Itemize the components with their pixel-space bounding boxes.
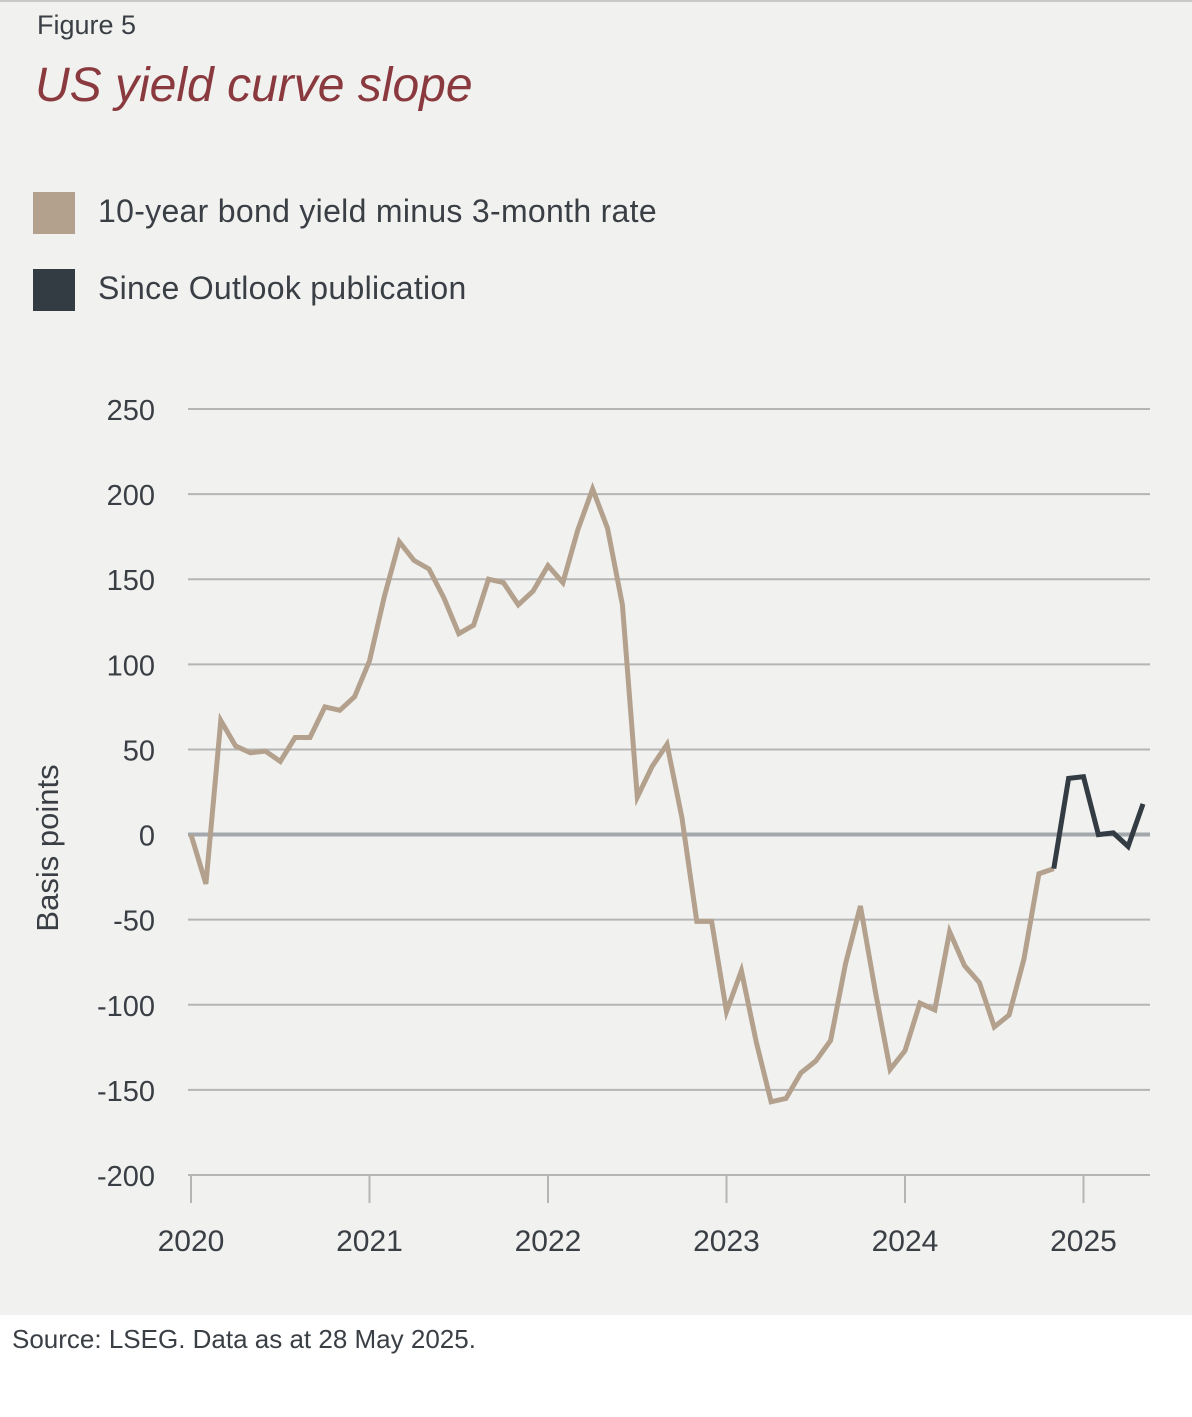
x-tick-label: 2023 (693, 1225, 760, 1258)
figure-panel (0, 0, 1192, 1315)
y-tick-label: -100 (97, 991, 155, 1023)
x-tick-label: 2021 (336, 1225, 403, 1258)
series-line-since-outlook (1051, 773, 1146, 870)
series-line-main (188, 481, 1055, 1105)
y-tick-label: -50 (113, 906, 155, 938)
x-axis-ticks: 2020 2021 2022 2023 2024 2025 (158, 1175, 1117, 1258)
chart-title: US yield curve slope (35, 59, 473, 112)
gridlines (188, 408, 1150, 1176)
legend-swatch-since-outlook (33, 269, 75, 311)
legend-label-since-outlook: Since Outlook publication (98, 270, 467, 306)
y-axis-ticks: 250 200 150 100 50 0 -50 -100 -150 -200 (97, 395, 155, 1193)
y-tick-label: 100 (107, 650, 155, 682)
y-tick-label: -150 (97, 1076, 155, 1108)
x-tick-label: 2020 (158, 1225, 225, 1258)
series-lines (188, 481, 1146, 1105)
legend-label-main-series: 10-year bond yield minus 3-month rate (98, 193, 657, 229)
y-tick-label: 0 (139, 821, 155, 853)
legend-swatch-main-series (33, 192, 75, 234)
y-tick-label: 200 (107, 480, 155, 512)
x-tick-label: 2025 (1050, 1225, 1117, 1258)
figure-label: Figure 5 (37, 10, 137, 40)
y-axis-label: Basis points (30, 764, 65, 931)
y-tick-label: 150 (107, 565, 155, 597)
x-tick-label: 2022 (515, 1225, 582, 1258)
y-tick-label: -200 (97, 1161, 155, 1193)
y-tick-label: 50 (123, 735, 155, 767)
y-tick-label: 250 (107, 395, 155, 427)
source-note: Source: LSEG. Data as at 28 May 2025. (12, 1324, 476, 1354)
x-tick-label: 2024 (872, 1225, 939, 1258)
